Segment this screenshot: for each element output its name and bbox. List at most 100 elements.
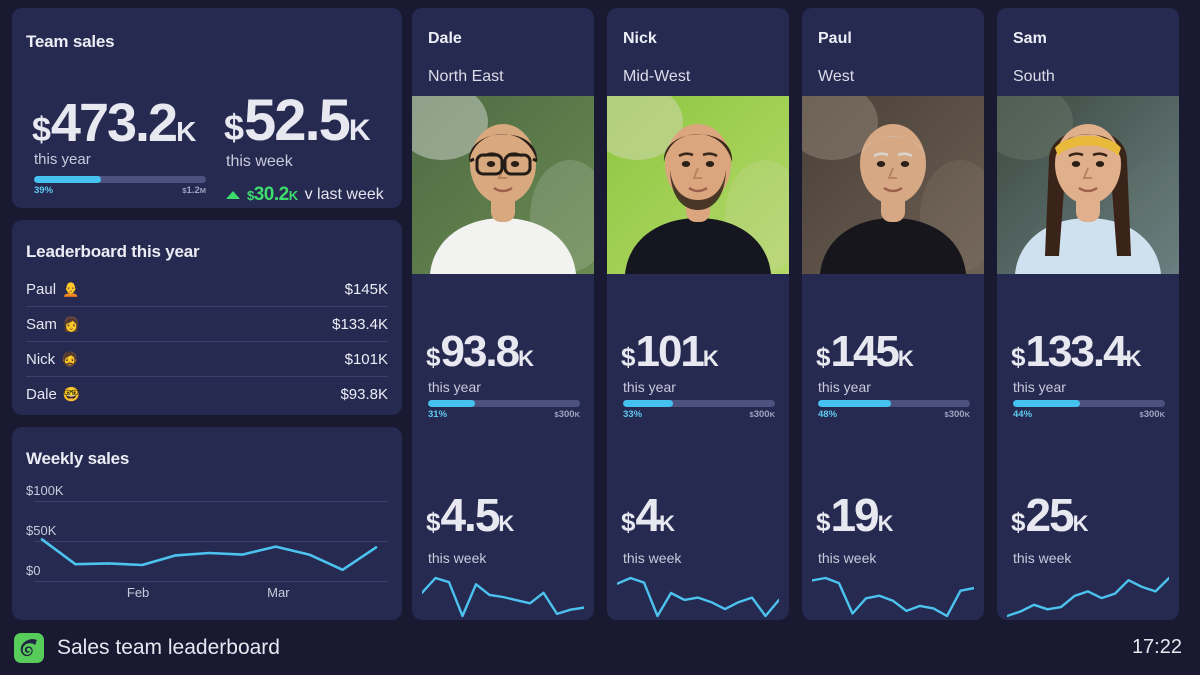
person-week-value: 4.5	[440, 489, 500, 541]
person-week-unit: K	[1072, 511, 1089, 536]
avatar-emoji-icon: 🤓	[62, 386, 81, 402]
avatar-emoji-icon: 🧑‍🦲	[62, 280, 80, 297]
progress-track	[818, 400, 970, 407]
sparkline	[420, 576, 586, 618]
leaderboard-value: $93.8K	[340, 386, 388, 403]
person-week-unit: K	[877, 511, 894, 536]
person-week-label: this week	[818, 550, 877, 566]
progress-target: $1.2M	[182, 185, 206, 196]
progress-target: $300K	[944, 409, 970, 420]
person-region: South	[1013, 68, 1055, 85]
person-card-paul[interactable]: Paul West $145 K this year 48% $300K $19 K this w…	[802, 8, 984, 620]
currency-symbol: $	[1011, 507, 1026, 537]
person-region: West	[818, 68, 855, 85]
progress-percent: 48%	[818, 409, 838, 420]
sparkline	[810, 576, 976, 618]
progress-percent: 31%	[428, 409, 448, 420]
currency-symbol: $	[426, 507, 441, 537]
person-year-label: this year	[818, 379, 871, 395]
photo-sam	[997, 96, 1179, 274]
avatar-emoji-icon: 🧔	[61, 350, 79, 367]
leaderboard-row: Nick 🧔 $101K	[26, 342, 388, 377]
leaderboard-value: $101K	[344, 350, 388, 368]
progress-fill	[623, 400, 674, 407]
person-year-value: 133.4	[1025, 327, 1127, 376]
person-year-progress: 33% $300K	[623, 400, 775, 420]
weekly-sales-card: Weekly sales $0 $50K $100K Feb Mar	[12, 427, 402, 620]
leaderboard-person-name: Nick	[26, 350, 56, 368]
footer-bar: Sales team leaderboard 17:22	[0, 620, 1200, 675]
currency-symbol: $	[224, 107, 245, 148]
trend-value: $30.2K	[247, 184, 298, 205]
person-week-value: 25	[1025, 489, 1074, 541]
progress-fill	[1013, 400, 1080, 407]
person-week-metric: $19 K	[816, 492, 894, 538]
currency-symbol: $	[816, 342, 831, 372]
progress-fill	[34, 176, 102, 183]
person-week-sparkline	[420, 570, 586, 620]
progress-percent: 33%	[623, 409, 643, 420]
chart-gridline	[34, 501, 388, 502]
team-week-label: this week	[226, 153, 293, 170]
person-year-unit: K	[1125, 346, 1142, 371]
person-year-value: 93.8	[440, 327, 520, 376]
chart-gridline	[34, 581, 388, 582]
leaderboard-name: Nick 🧔	[26, 351, 79, 368]
progress-labels: 48% $300K	[818, 409, 970, 420]
progress-fill	[428, 400, 476, 407]
person-week-metric: $4 K	[621, 492, 675, 538]
chart-y-tick-label: $50K	[26, 523, 57, 538]
geckoboard-logo-icon	[14, 632, 44, 663]
person-week-value: 4	[635, 489, 661, 541]
person-year-metric: $93.8 K	[426, 330, 534, 374]
person-year-label: this year	[623, 379, 676, 395]
person-week-sparkline	[810, 570, 976, 620]
currency-symbol: $	[32, 111, 51, 149]
avatar-emoji-icon: 👩	[62, 315, 81, 332]
person-year-label: this year	[1013, 379, 1066, 395]
person-year-unit: K	[702, 346, 719, 371]
progress-labels: 44% $300K	[1013, 409, 1165, 420]
team-week-trend: $30.2K v last week	[226, 184, 384, 206]
leaderboard-value: $133.4K	[332, 315, 388, 333]
person-year-unit: K	[518, 346, 534, 371]
team-sales-card: Team sales $ 473.2 K this year 39% $1.2M…	[12, 8, 402, 208]
currency-symbol: $	[1011, 342, 1026, 372]
leaderboard-row: Sam 👩 $133.4K	[26, 307, 388, 342]
currency-symbol: $	[816, 507, 831, 537]
person-year-metric: $145 K	[816, 330, 914, 374]
team-week-value: 52.5	[244, 88, 351, 153]
person-year-label: this year	[428, 379, 481, 395]
person-year-metric: $133.4 K	[1011, 330, 1141, 374]
trend-comparison-label: v last week	[304, 186, 384, 203]
person-year-progress: 31% $300K	[428, 400, 580, 420]
person-year-progress: 44% $300K	[1013, 400, 1165, 420]
progress-fill	[818, 400, 891, 407]
leaderboard-title: Leaderboard this year	[26, 242, 200, 261]
chart-y-tick-label: $100K	[26, 483, 64, 498]
team-year-progress: 39% $1.2M	[34, 176, 206, 196]
person-week-unit: K	[659, 511, 675, 536]
currency-symbol: $	[426, 342, 441, 372]
team-sales-title: Team sales	[26, 32, 115, 51]
team-year-value: 473.2	[50, 93, 178, 153]
person-region: Mid-West	[623, 68, 691, 85]
leaderboard-list: Paul 🧑‍🦲 $145K Sam 👩 $133.4K Nick 🧔 $101K Dale 🤓 $9…	[26, 272, 388, 412]
person-name: Paul	[818, 30, 852, 47]
team-year-unit: K	[176, 116, 197, 147]
weekly-sales-chart: $0 $50K $100K Feb Mar	[26, 483, 388, 605]
progress-target: $300K	[554, 409, 580, 420]
leaderboard-card: Leaderboard this year Paul 🧑‍🦲 $145K Sam 👩 $1…	[12, 220, 402, 415]
progress-labels: 31% $300K	[428, 409, 580, 420]
leaderboard-name: Dale 🤓	[26, 386, 80, 403]
person-week-unit: K	[498, 511, 515, 536]
leaderboard-person-name: Paul	[26, 280, 57, 298]
currency-symbol: $	[621, 342, 636, 372]
footer-title: Sales team leaderboard	[57, 635, 280, 659]
sparkline	[615, 576, 781, 618]
weekly-sales-title: Weekly sales	[26, 449, 130, 468]
